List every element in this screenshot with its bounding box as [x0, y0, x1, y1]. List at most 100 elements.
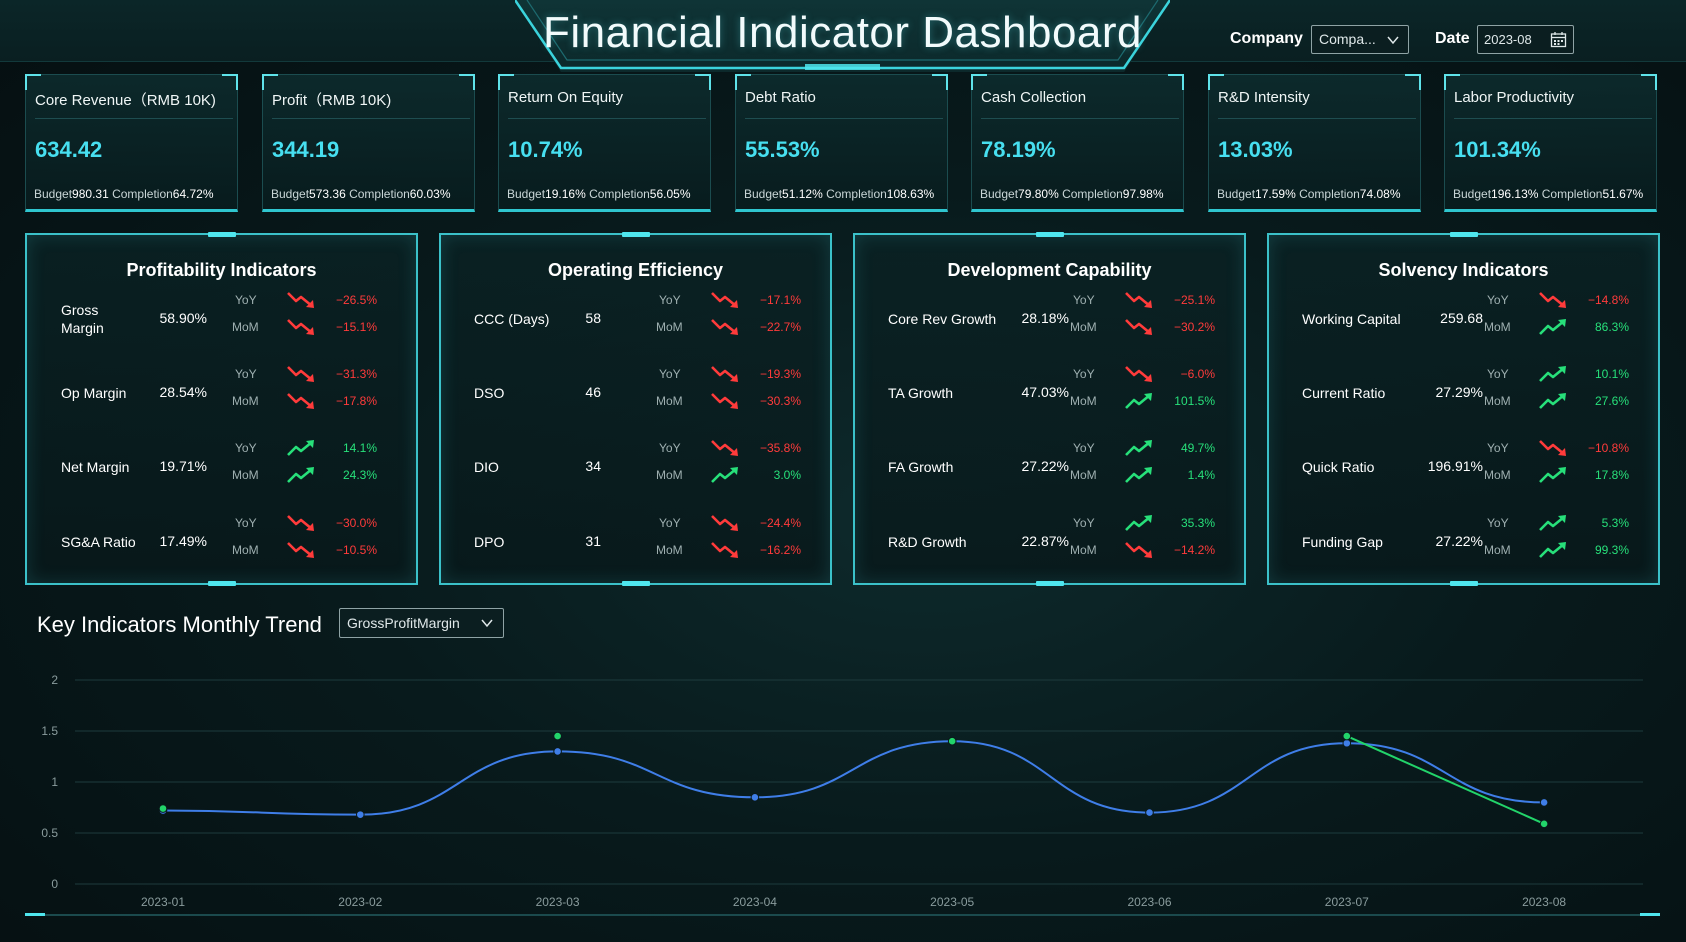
indicator-value: 58: [585, 310, 601, 326]
mom-label: MoM: [1070, 468, 1097, 482]
kpi-completion-label: Completion: [112, 187, 173, 201]
mom-percent: −16.2%: [759, 543, 801, 557]
x-tick-label: 2023-08: [1522, 895, 1566, 909]
kpi-card: Debt Ratio 55.53% Budget51.12% Completion1…: [735, 74, 948, 212]
yoy-label: YoY: [235, 293, 257, 307]
mom-label: MoM: [232, 320, 259, 334]
header: Financial Indicator Dashboard Company Co…: [0, 0, 1686, 72]
kpi-budget-value: 980.31: [72, 187, 109, 201]
panel-tab-top: [1449, 232, 1478, 237]
mom-label: MoM: [1070, 543, 1097, 557]
kpi-budget-value: 79.80%: [1018, 187, 1059, 201]
mom-percent: 24.3%: [342, 468, 377, 482]
yoy-label: YoY: [1073, 367, 1095, 381]
indicator-value: 46: [585, 384, 601, 400]
yoy-percent: −35.8%: [759, 441, 801, 455]
x-tick-label: 2023-07: [1325, 895, 1369, 909]
kpi-budget-value: 51.12%: [782, 187, 823, 201]
yoy-label: YoY: [1487, 367, 1509, 381]
trend-up-icon: [1539, 467, 1566, 483]
mom-label: MoM: [232, 468, 259, 482]
yoy-percent: −19.3%: [759, 367, 801, 381]
kpi-budget-value: 196.13%: [1491, 187, 1539, 201]
panel-tab-bottom: [207, 581, 236, 586]
mom-label: MoM: [656, 543, 683, 557]
indicator-name: Net Margin: [61, 459, 130, 475]
indicator-value: 34: [585, 458, 601, 474]
trend-up-icon: [711, 467, 738, 483]
yoy-percent: −6.0%: [1180, 367, 1215, 381]
mom-percent: 99.3%: [1594, 543, 1629, 557]
yoy-label: YoY: [659, 516, 681, 530]
title-plate-border: [515, 0, 1170, 70]
trend-down-icon: [711, 542, 738, 558]
trend-up-icon: [1539, 319, 1566, 335]
trend-down-icon: [287, 515, 314, 531]
data-point: [356, 810, 365, 819]
mom-percent: 101.5%: [1174, 394, 1215, 408]
kpi-value: 634.42: [35, 137, 103, 162]
panel-tab-bottom: [621, 581, 650, 586]
indicator-value: 19.71%: [159, 458, 207, 474]
mom-label: MoM: [1070, 320, 1097, 334]
kpi-card: Core Revenue（RMB 10K) 634.42 Budget980.31 …: [25, 74, 238, 212]
indicator-name: Working Capital: [1302, 311, 1401, 327]
mom-label: MoM: [1484, 394, 1511, 408]
indicator-value: 28.18%: [1021, 310, 1069, 326]
indicator-value: 22.87%: [1021, 533, 1069, 549]
calendar-icon: [1550, 32, 1567, 48]
kpi-completion-label: Completion: [1299, 187, 1360, 201]
yoy-percent: −24.4%: [759, 516, 801, 530]
kpi-value: 344.19: [272, 137, 340, 162]
yoy-label: YoY: [235, 367, 257, 381]
panel-tab-bottom: [1035, 581, 1064, 586]
data-point: [750, 793, 760, 802]
yoy-label: YoY: [1487, 441, 1509, 455]
yoy-percent: −14.8%: [1587, 293, 1629, 307]
trend-up-icon: [1539, 366, 1566, 382]
kpi-budget-value: 17.59%: [1255, 187, 1296, 201]
panel-title: Profitability Indicators: [126, 260, 317, 280]
data-point: [1539, 798, 1549, 807]
x-tick-label: 2023-05: [930, 895, 974, 909]
yoy-label: YoY: [235, 516, 257, 530]
kpi-title: Debt Ratio: [745, 89, 943, 119]
mom-percent: −22.7%: [759, 320, 801, 334]
indicator-value: 31: [585, 533, 601, 549]
kpi-completion-label: Completion: [1541, 187, 1603, 201]
mom-label: MoM: [232, 394, 259, 408]
series-line-segment: [1346, 735, 1545, 825]
indicator-name: Quick Ratio: [1302, 459, 1375, 475]
trend-up-icon: [287, 440, 314, 456]
kpi-budget-label: Budget: [271, 187, 310, 201]
trend-down-icon: [711, 393, 738, 409]
indicator-name: SG&A Ratio: [61, 534, 136, 550]
indicator-value: 27.29%: [1435, 384, 1483, 400]
indicator-value: 27.22%: [1435, 533, 1483, 549]
trend-down-icon: [711, 319, 738, 335]
yoy-percent: −31.3%: [335, 367, 377, 381]
y-tick-label: 1: [51, 775, 58, 789]
trend-up-icon: [1539, 542, 1566, 558]
date-label: Date: [1435, 30, 1470, 47]
metric-select[interactable]: GrossProfitMargin: [339, 608, 504, 638]
trend-chart: 0 0.5 1 1.5 2 2023-01 2023-02 2023-03 2023-04 202…: [41, 673, 1643, 909]
yoy-label: YoY: [659, 367, 681, 381]
mom-percent: −30.3%: [759, 394, 801, 408]
kpi-footer: Budget980.31 Completion64.72%: [34, 187, 214, 201]
trend-up-icon: [287, 467, 314, 483]
panel-corner-left: [25, 913, 45, 916]
mom-percent: 17.8%: [1594, 468, 1629, 482]
trend-up-icon: [1125, 467, 1152, 483]
kpi-title: Profit（RMB 10K): [272, 89, 470, 119]
indicator-value: 17.49%: [159, 533, 207, 549]
kpi-value: 101.34%: [1454, 137, 1541, 162]
data-point: [1342, 731, 1352, 741]
kpi-budget-label: Budget: [34, 187, 73, 201]
panel-title: Operating Efficiency: [547, 260, 724, 280]
indicator-value: 259.68: [1440, 310, 1483, 326]
trend-up-icon: [1125, 393, 1152, 409]
company-select[interactable]: Compa...: [1311, 25, 1409, 54]
trend-down-icon: [711, 292, 738, 308]
date-picker[interactable]: 2023-08: [1477, 25, 1574, 54]
